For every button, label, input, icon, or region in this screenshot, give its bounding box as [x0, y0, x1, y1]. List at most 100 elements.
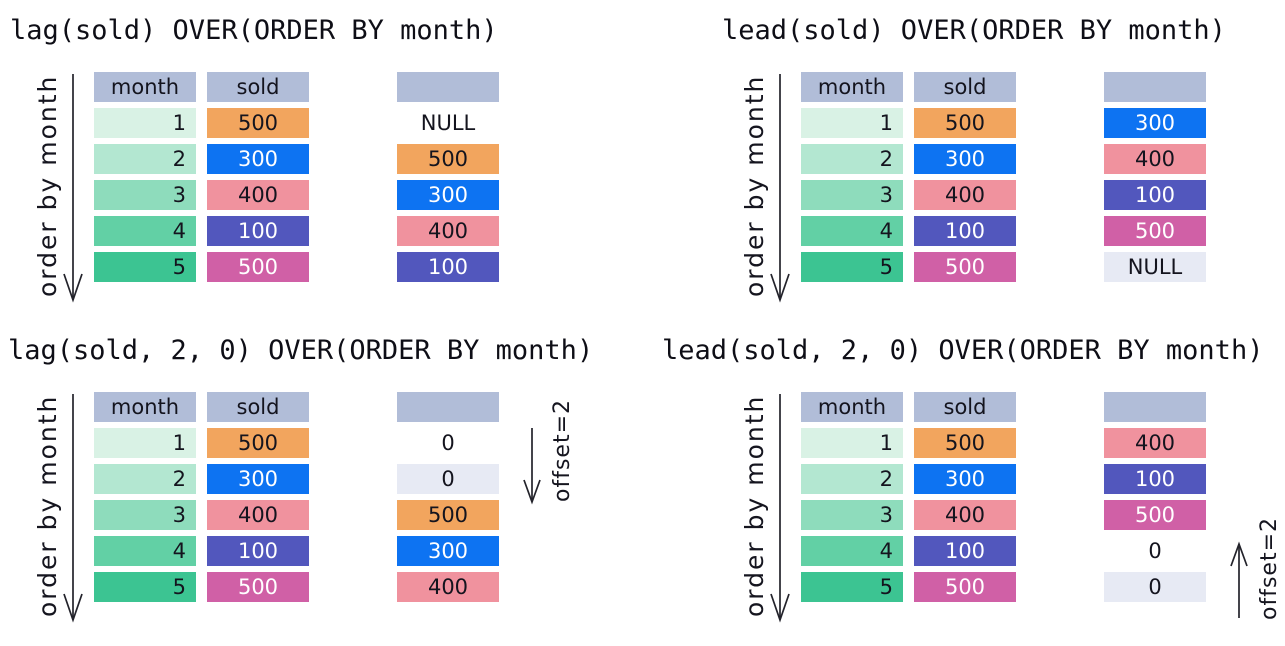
sold-cell: 400 — [914, 180, 1016, 210]
result-cell: 300 — [397, 180, 499, 210]
offset-arrow-down-icon — [523, 428, 541, 505]
panel-lag: lag(sold) OVER(ORDER BY month) order by … — [0, 0, 640, 320]
result-cell: 300 — [1104, 108, 1206, 138]
month-cell: 5 — [801, 252, 903, 282]
month-cell: 1 — [801, 108, 903, 138]
panel-title: lag(sold) OVER(ORDER BY month) — [10, 15, 498, 46]
offset-arrow-up-icon — [1230, 541, 1248, 618]
month-cell: 4 — [801, 216, 903, 246]
result-header — [1104, 392, 1206, 422]
month-cell: 3 — [94, 500, 196, 530]
month-cell: 5 — [94, 572, 196, 602]
sold-cell: 300 — [207, 464, 309, 494]
month-cell: 2 — [801, 144, 903, 174]
order-by-label: order by month — [740, 74, 769, 298]
offset-label: offset=2 — [550, 398, 575, 502]
result-cell: 100 — [397, 252, 499, 282]
result-column: 400 100 500 0 0 — [1104, 392, 1206, 602]
result-header — [397, 72, 499, 102]
sold-header: sold — [207, 72, 309, 102]
month-cell: 5 — [94, 252, 196, 282]
result-cell: 0 — [1104, 572, 1206, 602]
result-cell: 500 — [1104, 500, 1206, 530]
sold-header: sold — [914, 392, 1016, 422]
result-cell: 400 — [397, 572, 499, 602]
month-header: month — [94, 392, 196, 422]
order-arrow-down-icon — [63, 74, 83, 303]
month-cell: 3 — [801, 500, 903, 530]
result-column: 300 400 100 500 NULL — [1104, 72, 1206, 282]
order-arrow-down-icon — [770, 394, 790, 623]
result-cell: 100 — [1104, 180, 1206, 210]
sold-cell: 300 — [914, 464, 1016, 494]
month-header: month — [94, 72, 196, 102]
month-column: month 1 2 3 4 5 — [94, 72, 196, 282]
sold-column: sold 500 300 400 100 500 — [207, 72, 309, 282]
result-cell: 400 — [397, 216, 499, 246]
sold-column: sold 500 300 400 100 500 — [207, 392, 309, 602]
offset-annotation: offset=2 — [522, 392, 575, 506]
sold-cell: 500 — [207, 428, 309, 458]
order-arrow-down-icon — [770, 74, 790, 303]
month-cell: 3 — [801, 180, 903, 210]
order-by-axis: order by month — [33, 72, 84, 304]
sold-column: sold 500 300 400 100 500 — [914, 392, 1016, 602]
result-cell: 0 — [1148, 539, 1162, 563]
month-cell: 1 — [801, 428, 903, 458]
sold-cell: 400 — [914, 500, 1016, 530]
month-cell: 1 — [94, 108, 196, 138]
result-cell: 500 — [1104, 216, 1206, 246]
sold-cell: 100 — [207, 216, 309, 246]
sold-cell: 100 — [207, 536, 309, 566]
month-cell: 2 — [801, 464, 903, 494]
result-cell: 500 — [397, 144, 499, 174]
month-cell: 4 — [94, 216, 196, 246]
month-cell: 5 — [801, 572, 903, 602]
result-cell: 300 — [397, 536, 499, 566]
result-column: 0 0 500 300 400 — [397, 392, 499, 602]
sold-header: sold — [914, 72, 1016, 102]
month-cell: 1 — [94, 428, 196, 458]
month-cell: 2 — [94, 464, 196, 494]
result-cell: NULL — [420, 111, 476, 135]
result-cell: 0 — [397, 464, 499, 494]
sold-cell: 500 — [207, 572, 309, 602]
order-by-axis: order by month — [33, 392, 84, 624]
month-header: month — [801, 72, 903, 102]
result-header — [1104, 72, 1206, 102]
order-by-axis: order by month — [740, 72, 791, 304]
order-by-label: order by month — [33, 74, 62, 298]
month-column: month 1 2 3 4 5 — [801, 72, 903, 282]
result-cell: 400 — [1104, 428, 1206, 458]
panel-title: lead(sold, 2, 0) OVER(ORDER BY month) — [662, 335, 1264, 366]
sold-cell: 400 — [207, 500, 309, 530]
offset-annotation: offset=2 — [1229, 392, 1282, 620]
sold-column: sold 500 300 400 100 500 — [914, 72, 1016, 282]
month-cell: 2 — [94, 144, 196, 174]
order-by-label: order by month — [740, 394, 769, 618]
month-column: month 1 2 3 4 5 — [801, 392, 903, 602]
sold-cell: 500 — [207, 252, 309, 282]
month-column: month 1 2 3 4 5 — [94, 392, 196, 602]
month-cell: 4 — [94, 536, 196, 566]
result-cell: 100 — [1104, 464, 1206, 494]
sold-cell: 500 — [914, 572, 1016, 602]
panel-title: lag(sold, 2, 0) OVER(ORDER BY month) — [8, 335, 594, 366]
result-cell: NULL — [1104, 252, 1206, 282]
sold-cell: 300 — [914, 144, 1016, 174]
sold-cell: 100 — [914, 536, 1016, 566]
month-header: month — [801, 392, 903, 422]
sold-cell: 500 — [914, 252, 1016, 282]
offset-label: offset=2 — [1257, 516, 1282, 620]
result-cell: 0 — [441, 431, 455, 455]
result-column: NULL 500 300 400 100 — [397, 72, 499, 282]
sold-cell: 500 — [914, 108, 1016, 138]
sold-cell: 300 — [207, 144, 309, 174]
order-by-label: order by month — [33, 394, 62, 618]
order-by-axis: order by month — [740, 392, 791, 624]
panel-lead: lead(sold) OVER(ORDER BY month) order by… — [640, 0, 1285, 320]
month-cell: 4 — [801, 536, 903, 566]
month-cell: 3 — [94, 180, 196, 210]
order-arrow-down-icon — [63, 394, 83, 623]
